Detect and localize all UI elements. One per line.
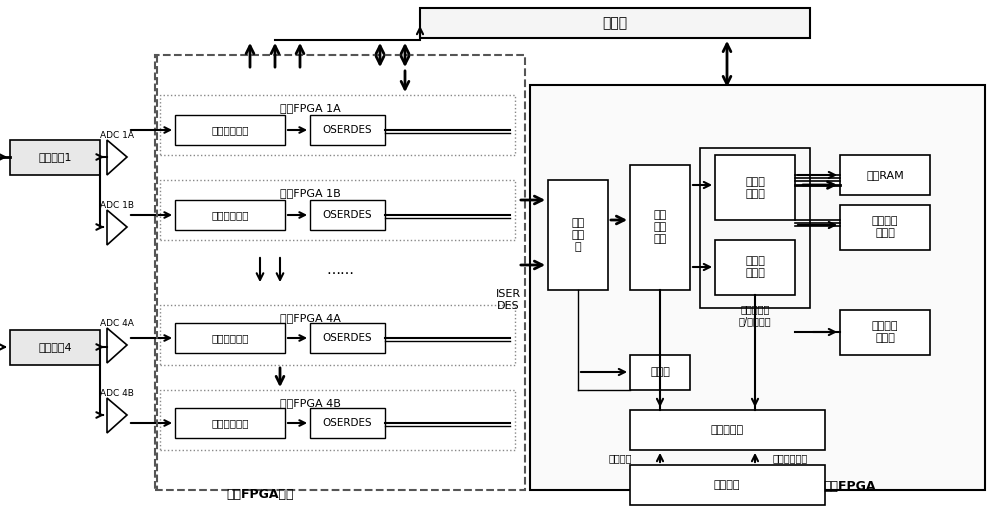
FancyBboxPatch shape <box>630 465 825 505</box>
Text: 采集FPGA 4A: 采集FPGA 4A <box>280 313 340 323</box>
FancyBboxPatch shape <box>715 155 795 220</box>
FancyBboxPatch shape <box>175 408 285 438</box>
Text: 电平比较模块: 电平比较模块 <box>211 418 249 428</box>
Text: 采集FPGA 1B: 采集FPGA 1B <box>280 188 340 198</box>
Text: OSERDES: OSERDES <box>322 333 372 343</box>
FancyBboxPatch shape <box>840 205 930 250</box>
Text: 采集FPGA 4B: 采集FPGA 4B <box>280 398 340 408</box>
FancyBboxPatch shape <box>420 8 810 38</box>
Text: 解码标志
锁存器: 解码标志 锁存器 <box>872 216 898 238</box>
Text: ADC 1B: ADC 1B <box>100 200 134 209</box>
FancyBboxPatch shape <box>310 115 385 145</box>
Text: 触发模块: 触发模块 <box>714 480 740 490</box>
FancyBboxPatch shape <box>630 355 690 390</box>
Polygon shape <box>107 398 127 433</box>
Text: 触发信号: 触发信号 <box>608 453 632 463</box>
Text: 协议解
码模块: 协议解 码模块 <box>745 177 765 199</box>
FancyBboxPatch shape <box>530 85 985 490</box>
Text: OSERDES: OSERDES <box>322 418 372 428</box>
Text: 电平比较模块: 电平比较模块 <box>211 333 249 343</box>
FancyBboxPatch shape <box>630 165 690 290</box>
FancyBboxPatch shape <box>310 323 385 353</box>
FancyBboxPatch shape <box>10 140 100 175</box>
Text: ADC 1A: ADC 1A <box>100 130 134 139</box>
FancyBboxPatch shape <box>10 330 100 365</box>
Text: 模拟通道1: 模拟通道1 <box>38 152 72 162</box>
Text: 计时器: 计时器 <box>650 367 670 377</box>
FancyBboxPatch shape <box>160 305 515 365</box>
Text: 采集FPGA 1A: 采集FPGA 1A <box>280 103 340 113</box>
Text: 协议
分析
模块: 协议 分析 模块 <box>653 210 667 244</box>
Text: 协议触
发模块: 协议触 发模块 <box>745 256 765 278</box>
Text: OSERDES: OSERDES <box>322 125 372 135</box>
Text: ISER
DES: ISER DES <box>495 289 521 311</box>
Text: OSERDES: OSERDES <box>322 210 372 220</box>
Text: 协议主模块: 协议主模块 <box>710 425 744 435</box>
Text: 协议触发信号: 协议触发信号 <box>772 453 808 463</box>
Text: ADC 4A: ADC 4A <box>100 319 134 328</box>
Text: 电平比较模块: 电平比较模块 <box>211 125 249 135</box>
Polygon shape <box>107 328 127 363</box>
FancyBboxPatch shape <box>840 310 930 355</box>
FancyBboxPatch shape <box>175 115 285 145</box>
FancyBboxPatch shape <box>175 200 285 230</box>
FancyBboxPatch shape <box>310 408 385 438</box>
Text: 采集FPGA阵列: 采集FPGA阵列 <box>226 489 294 501</box>
Text: ADC 4B: ADC 4B <box>100 388 134 398</box>
FancyBboxPatch shape <box>310 200 385 230</box>
Text: 电平比较模块: 电平比较模块 <box>211 210 249 220</box>
Text: 串行协议触
发/解码模块: 串行协议触 发/解码模块 <box>739 304 771 326</box>
FancyBboxPatch shape <box>160 95 515 155</box>
Text: 处理FPGA: 处理FPGA <box>824 481 876 493</box>
FancyBboxPatch shape <box>160 180 515 240</box>
FancyBboxPatch shape <box>840 155 930 195</box>
Text: 解码RAM: 解码RAM <box>866 170 904 180</box>
Text: 触发时刻
锁存器: 触发时刻 锁存器 <box>872 321 898 343</box>
FancyBboxPatch shape <box>715 240 795 295</box>
Text: 模拟通道4: 模拟通道4 <box>38 342 72 352</box>
FancyBboxPatch shape <box>548 180 608 290</box>
Text: 预处
理模
块: 预处 理模 块 <box>571 218 585 252</box>
FancyBboxPatch shape <box>160 390 515 450</box>
FancyBboxPatch shape <box>175 323 285 353</box>
Polygon shape <box>107 210 127 245</box>
Text: ……: …… <box>326 263 354 277</box>
FancyBboxPatch shape <box>630 410 825 450</box>
Polygon shape <box>107 140 127 175</box>
Text: 工控机: 工控机 <box>602 16 628 30</box>
